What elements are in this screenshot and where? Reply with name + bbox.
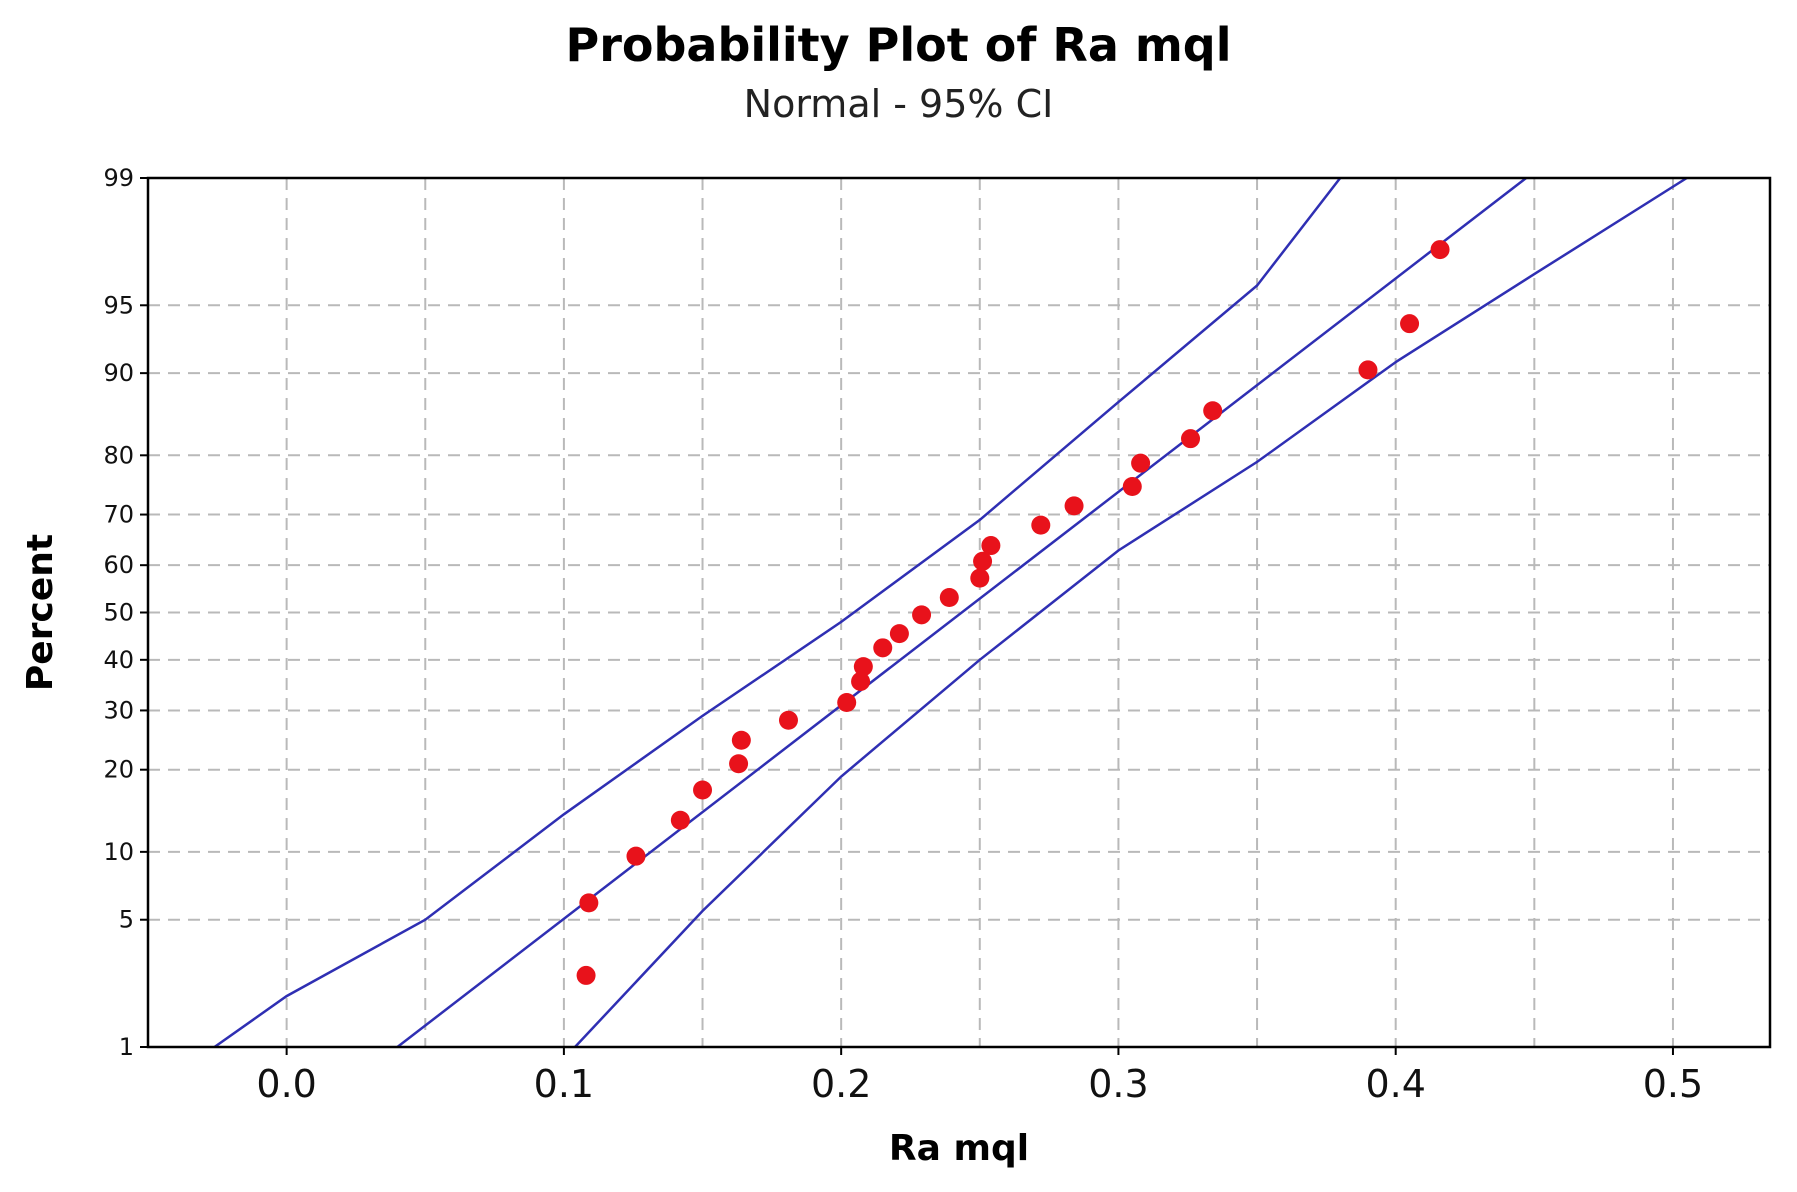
x-axis-title: Ra mql — [889, 1128, 1029, 1169]
data-point — [1430, 240, 1450, 260]
y-tick-label: 95 — [103, 291, 134, 319]
data-point — [973, 551, 993, 571]
data-point — [1181, 429, 1201, 449]
data-point — [729, 754, 749, 774]
data-point — [670, 810, 690, 830]
data-point — [939, 588, 959, 608]
y-tick-label: 10 — [103, 838, 134, 866]
y-tick-label: 80 — [103, 441, 134, 469]
data-point — [851, 671, 871, 691]
data-point — [731, 730, 751, 750]
data-points — [576, 240, 1450, 985]
x-tick-label: 0.5 — [1643, 1062, 1703, 1106]
data-point — [889, 624, 909, 644]
data-point — [693, 780, 713, 800]
y-axis-title: Percent — [20, 534, 61, 691]
ci-upper-line — [213, 178, 1342, 1047]
y-tick-label: 1 — [119, 1033, 134, 1061]
data-point — [912, 605, 932, 625]
y-tick-label: 99 — [103, 164, 134, 192]
y-tick-label: 90 — [103, 359, 134, 387]
data-point — [970, 568, 990, 588]
ci-lower-line — [574, 178, 1688, 1047]
x-tick-label: 0.3 — [1088, 1062, 1148, 1106]
data-point — [1122, 477, 1142, 497]
data-point — [1031, 515, 1051, 535]
y-tick-label: 20 — [103, 756, 134, 784]
data-point — [873, 638, 893, 658]
data-point — [837, 692, 857, 712]
ticks: 0.0 0.1 0.2 0.3 0.4 0.5 1 5 10 20 30 40 50 60 70 80 90 95… — [103, 164, 1703, 1106]
x-tick-label: 0.4 — [1365, 1062, 1425, 1106]
data-point — [1064, 496, 1084, 516]
data-point — [579, 893, 599, 913]
data-point — [1358, 360, 1378, 380]
data-point — [853, 657, 873, 677]
x-tick-label: 0.2 — [811, 1062, 871, 1106]
data-point — [1400, 314, 1420, 334]
data-point — [981, 536, 1001, 556]
grid — [148, 178, 1770, 1047]
x-tick-label: 0.1 — [534, 1062, 594, 1106]
y-tick-label: 60 — [103, 551, 134, 579]
data-point — [1203, 401, 1223, 421]
y-tick-label: 50 — [103, 599, 134, 627]
y-tick-label: 30 — [103, 696, 134, 724]
data-point — [626, 846, 646, 866]
data-point — [778, 710, 798, 730]
chart-subtitle: Normal - 95% CI — [743, 82, 1054, 126]
data-point — [1131, 453, 1151, 473]
data-point — [576, 965, 596, 985]
y-tick-label: 70 — [103, 501, 134, 529]
x-tick-label: 0.0 — [256, 1062, 316, 1106]
y-tick-label: 40 — [103, 646, 134, 674]
y-tick-label: 5 — [119, 906, 134, 934]
chart-title: Probability Plot of Ra mql — [565, 18, 1232, 72]
